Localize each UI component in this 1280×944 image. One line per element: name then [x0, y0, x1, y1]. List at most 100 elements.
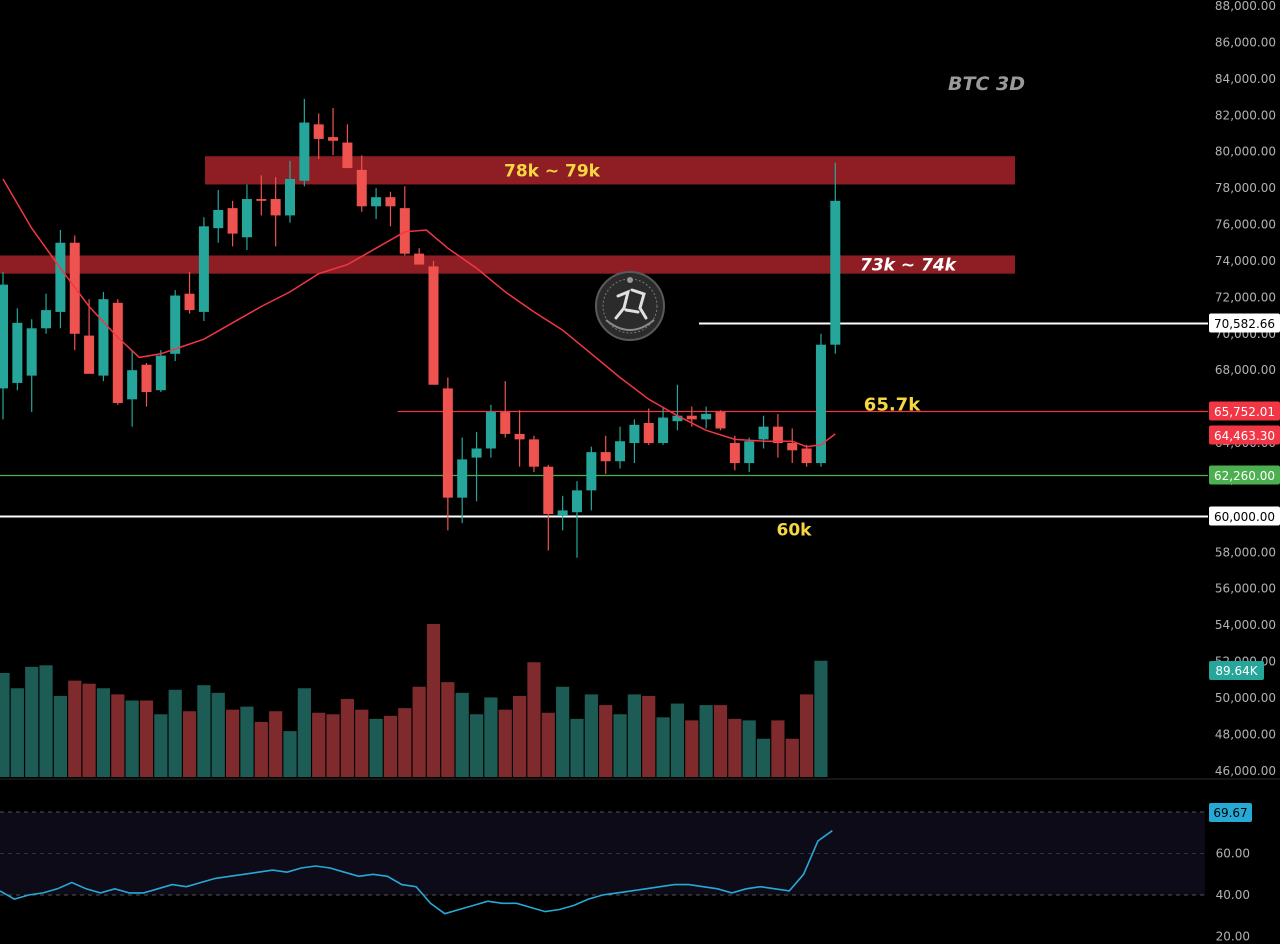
moving-average [2, 178, 836, 448]
watermark-logo [595, 271, 665, 341]
candle [241, 184, 252, 251]
volume-bar [182, 711, 197, 777]
volume-bar [699, 705, 713, 777]
volume-bar [154, 714, 168, 777]
volume-bar [814, 660, 828, 777]
candle-body [485, 412, 496, 449]
price-tick-label: 58,000.00 [1215, 545, 1276, 559]
volume-bar [412, 686, 426, 777]
candle [787, 428, 798, 464]
candle [328, 107, 339, 156]
volume-badge [1209, 661, 1264, 680]
volume-bar [369, 718, 383, 777]
candle-body [313, 124, 324, 139]
candle-body [715, 412, 726, 429]
price-tick-label: 48,000.00 [1215, 727, 1276, 741]
ma-line [2, 178, 836, 448]
candle [629, 419, 640, 464]
candle-body [98, 299, 109, 376]
candle-body [256, 199, 267, 201]
candle-body [198, 226, 209, 312]
candle-body [543, 466, 554, 515]
candle-body [572, 490, 582, 513]
candle [658, 406, 669, 445]
volume-bar [82, 683, 96, 777]
candle-body [399, 208, 410, 254]
candle-body [184, 293, 195, 311]
candle-body [0, 284, 8, 389]
volume-bar [25, 666, 39, 777]
price-badge [1209, 506, 1280, 526]
candle-body [586, 452, 597, 491]
price-tick-label: 74,000.00 [1215, 254, 1276, 268]
volume-bar [68, 680, 82, 777]
rsi-tick-label: 40.00 [1216, 888, 1250, 902]
candle [155, 350, 166, 393]
price-tick-label: 86,000.00 [1215, 35, 1276, 49]
volume-bar [785, 738, 799, 777]
volume-bar [800, 694, 814, 777]
price-tick-label: 76,000.00 [1215, 218, 1276, 232]
candle [41, 293, 52, 334]
candle [801, 444, 812, 467]
candle-body [729, 443, 740, 464]
candle [399, 186, 410, 256]
volume-bar [197, 685, 211, 777]
volume-bar [53, 695, 67, 777]
candle [758, 415, 769, 449]
candle-body [744, 441, 755, 464]
zone-rect [0, 255, 1015, 274]
candle-body [41, 310, 52, 329]
candle-body [270, 199, 281, 216]
zone-upper: 78k ~ 79k [205, 156, 1015, 185]
candle [385, 191, 396, 227]
candle-body [371, 197, 382, 207]
volume-bar [513, 695, 527, 777]
candle-body [658, 417, 669, 444]
price-tick-label: 50,000.00 [1215, 691, 1276, 705]
candle-body [643, 422, 654, 444]
candle-body [55, 242, 66, 312]
zone-lower: 73k ~ 74k [0, 255, 1015, 276]
price-tick-label: 54,000.00 [1215, 618, 1276, 632]
candle-body [615, 441, 626, 462]
level-label: 60k [777, 521, 813, 541]
volume-bar [584, 694, 598, 777]
volume-bar [168, 689, 182, 777]
volume-bar [469, 714, 484, 777]
candle [213, 189, 224, 243]
candle-body [385, 197, 396, 207]
candle-body [471, 448, 482, 458]
volume-bar [556, 686, 570, 777]
candle [127, 350, 138, 427]
volume-bar [455, 692, 469, 777]
volume-bar [139, 700, 154, 777]
price-tick-label: 82,000.00 [1215, 108, 1276, 122]
candle-body [241, 199, 252, 238]
rsi-polyline [0, 830, 833, 915]
price-badge-text: 60,000.00 [1214, 510, 1275, 524]
candle [830, 162, 841, 354]
candle [557, 495, 568, 531]
volume-bar [498, 709, 512, 777]
volume-bar [570, 718, 584, 777]
candle [256, 175, 267, 216]
volume-bar [426, 624, 441, 777]
volume-bar [771, 720, 785, 777]
price-tick-label: 72,000.00 [1215, 290, 1276, 304]
candle [55, 229, 66, 329]
volume-bar [312, 712, 326, 777]
volume-bar [254, 721, 268, 777]
candle [729, 435, 740, 471]
volume-bar [355, 709, 369, 777]
candle-body [26, 328, 37, 376]
candle [442, 377, 453, 531]
candle-body [12, 322, 23, 383]
candle [184, 271, 195, 314]
volume-bar [756, 738, 771, 777]
volume-bar [269, 711, 283, 777]
volume-bar [613, 714, 627, 777]
candle [643, 408, 654, 445]
volume-bar [10, 688, 24, 777]
